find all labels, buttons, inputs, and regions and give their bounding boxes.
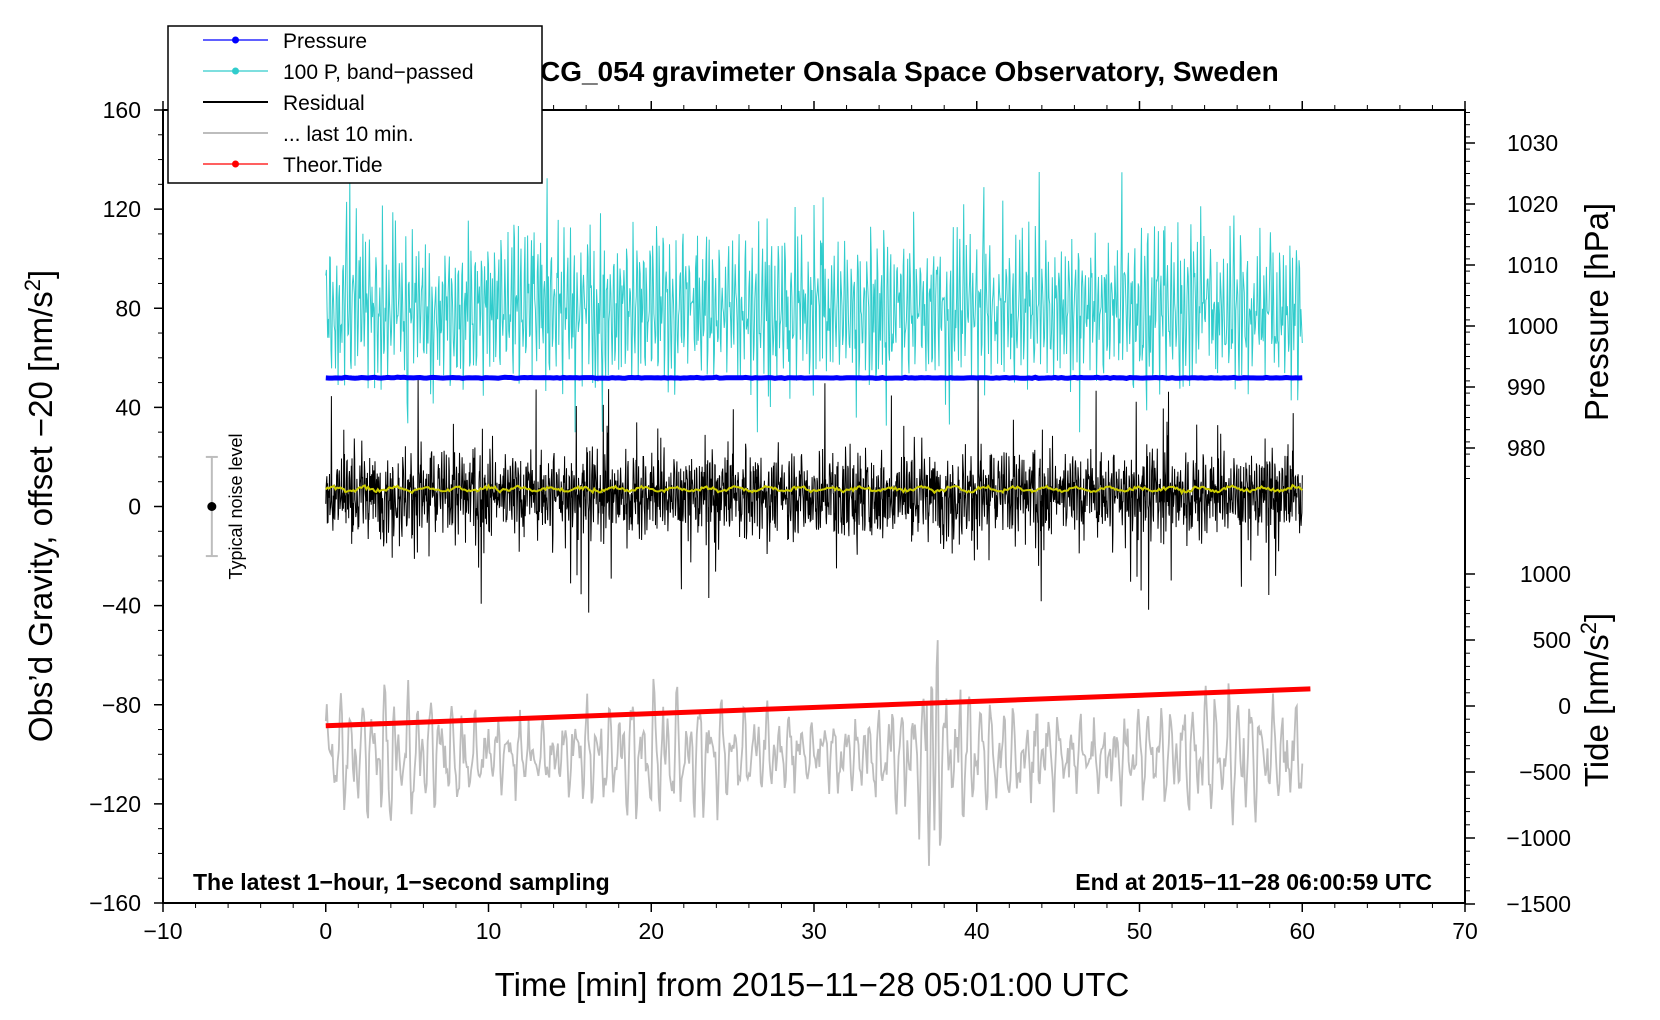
legend-label: Theor.Tide — [283, 154, 383, 177]
pressure-tick-label: 990 — [1507, 374, 1545, 400]
legend-marker — [232, 160, 239, 168]
tide-tick-label: 0 — [1558, 693, 1571, 719]
end-time-note: End at 2015−11−28 06:00:59 UTC — [1075, 869, 1432, 895]
pressure-tick-label: 1030 — [1507, 130, 1558, 156]
legend-box — [167, 25, 543, 184]
y-axis-pressure-title: Pressure [hPa] — [1578, 203, 1615, 421]
series-residual-smoothed — [325, 483, 1303, 496]
pressure-tick-label: 1000 — [1507, 313, 1558, 339]
y-left-tick-label: 160 — [103, 97, 141, 123]
legend-label: 100 P, band−passed — [283, 61, 474, 84]
series-pressure — [325, 374, 1303, 381]
x-tick-label: 40 — [964, 918, 990, 944]
y-left-tick-label: 120 — [103, 196, 141, 222]
axis-layer: −10 0 10 20 30 40 50 60 7016012080400−40−80−120−… — [89, 97, 1571, 944]
noise-level-indicator: Typical noise level — [205, 433, 246, 580]
x-tick-label: 30 — [801, 918, 827, 944]
x-tick-label: 0 — [319, 918, 332, 944]
series-residual — [325, 376, 1303, 613]
tide-tick-label: −500 — [1519, 759, 1571, 785]
legend-label: ... last 10 min. — [283, 123, 414, 146]
y-left-tick-label: −40 — [102, 593, 141, 619]
y-left-title-text: Obs’d Gravity, offset −20 [nm/s — [22, 291, 59, 742]
y-left-tick-label: −160 — [89, 890, 141, 916]
x-tick-label: 50 — [1127, 918, 1153, 944]
tide-title-text: Tide [nm/s — [1578, 634, 1615, 787]
sampling-note: The latest 1−hour, 1−second sampling — [193, 869, 610, 895]
noise-dot — [207, 502, 217, 511]
y-axis-tide-title: Tide [nm/s2] — [1576, 613, 1615, 787]
pressure-tick-label: 1020 — [1507, 191, 1558, 217]
y-left-tick-label: 40 — [115, 394, 141, 420]
x-tick-label: 60 — [1289, 918, 1315, 944]
tide-title-end: ] — [1578, 613, 1615, 622]
legend-label: Pressure — [283, 30, 367, 53]
pressure-tick-label: 980 — [1507, 435, 1545, 461]
noise-label: Typical noise level — [226, 433, 246, 579]
x-tick-label: 10 — [476, 918, 502, 944]
tide-title-sup: 2 — [1576, 622, 1601, 634]
series-last-10-min — [324, 640, 1304, 866]
chart-title: SCG_054 gravimeter Onsala Space Observat… — [521, 56, 1278, 87]
legend-marker — [232, 36, 239, 44]
tide-tick-label: −1000 — [1506, 825, 1571, 851]
tide-tick-label: 1000 — [1520, 561, 1571, 587]
y-axis-left-title: Obs’d Gravity, offset −20 [nm/s2] — [20, 270, 59, 742]
y-left-tick-label: −80 — [102, 692, 141, 718]
legend-label: Residual — [283, 92, 365, 115]
data-layer — [324, 171, 1311, 866]
series-theoretical-tide — [325, 686, 1311, 729]
x-axis-title: Time [min] from 2015−11−28 05:01:00 UTC — [495, 966, 1130, 1003]
x-tick-label: −10 — [143, 918, 182, 944]
tide-tick-label: −1500 — [1506, 891, 1571, 917]
legend-marker — [232, 67, 239, 75]
y-left-title-sup: 2 — [20, 279, 45, 291]
pressure-tick-label: 1010 — [1507, 252, 1558, 278]
series-band-passed-pressure — [325, 171, 1303, 433]
legend: Pressure 100 P, band−passed Residual ... la… — [167, 25, 543, 184]
x-tick-label: 20 — [638, 918, 664, 944]
tide-tick-label: 500 — [1533, 627, 1571, 653]
y-left-tick-label: 0 — [128, 494, 141, 520]
y-left-tick-label: 80 — [115, 295, 141, 321]
x-tick-label: 70 — [1452, 918, 1478, 944]
y-left-title-end: ] — [22, 270, 59, 279]
y-left-tick-label: −120 — [89, 791, 141, 817]
